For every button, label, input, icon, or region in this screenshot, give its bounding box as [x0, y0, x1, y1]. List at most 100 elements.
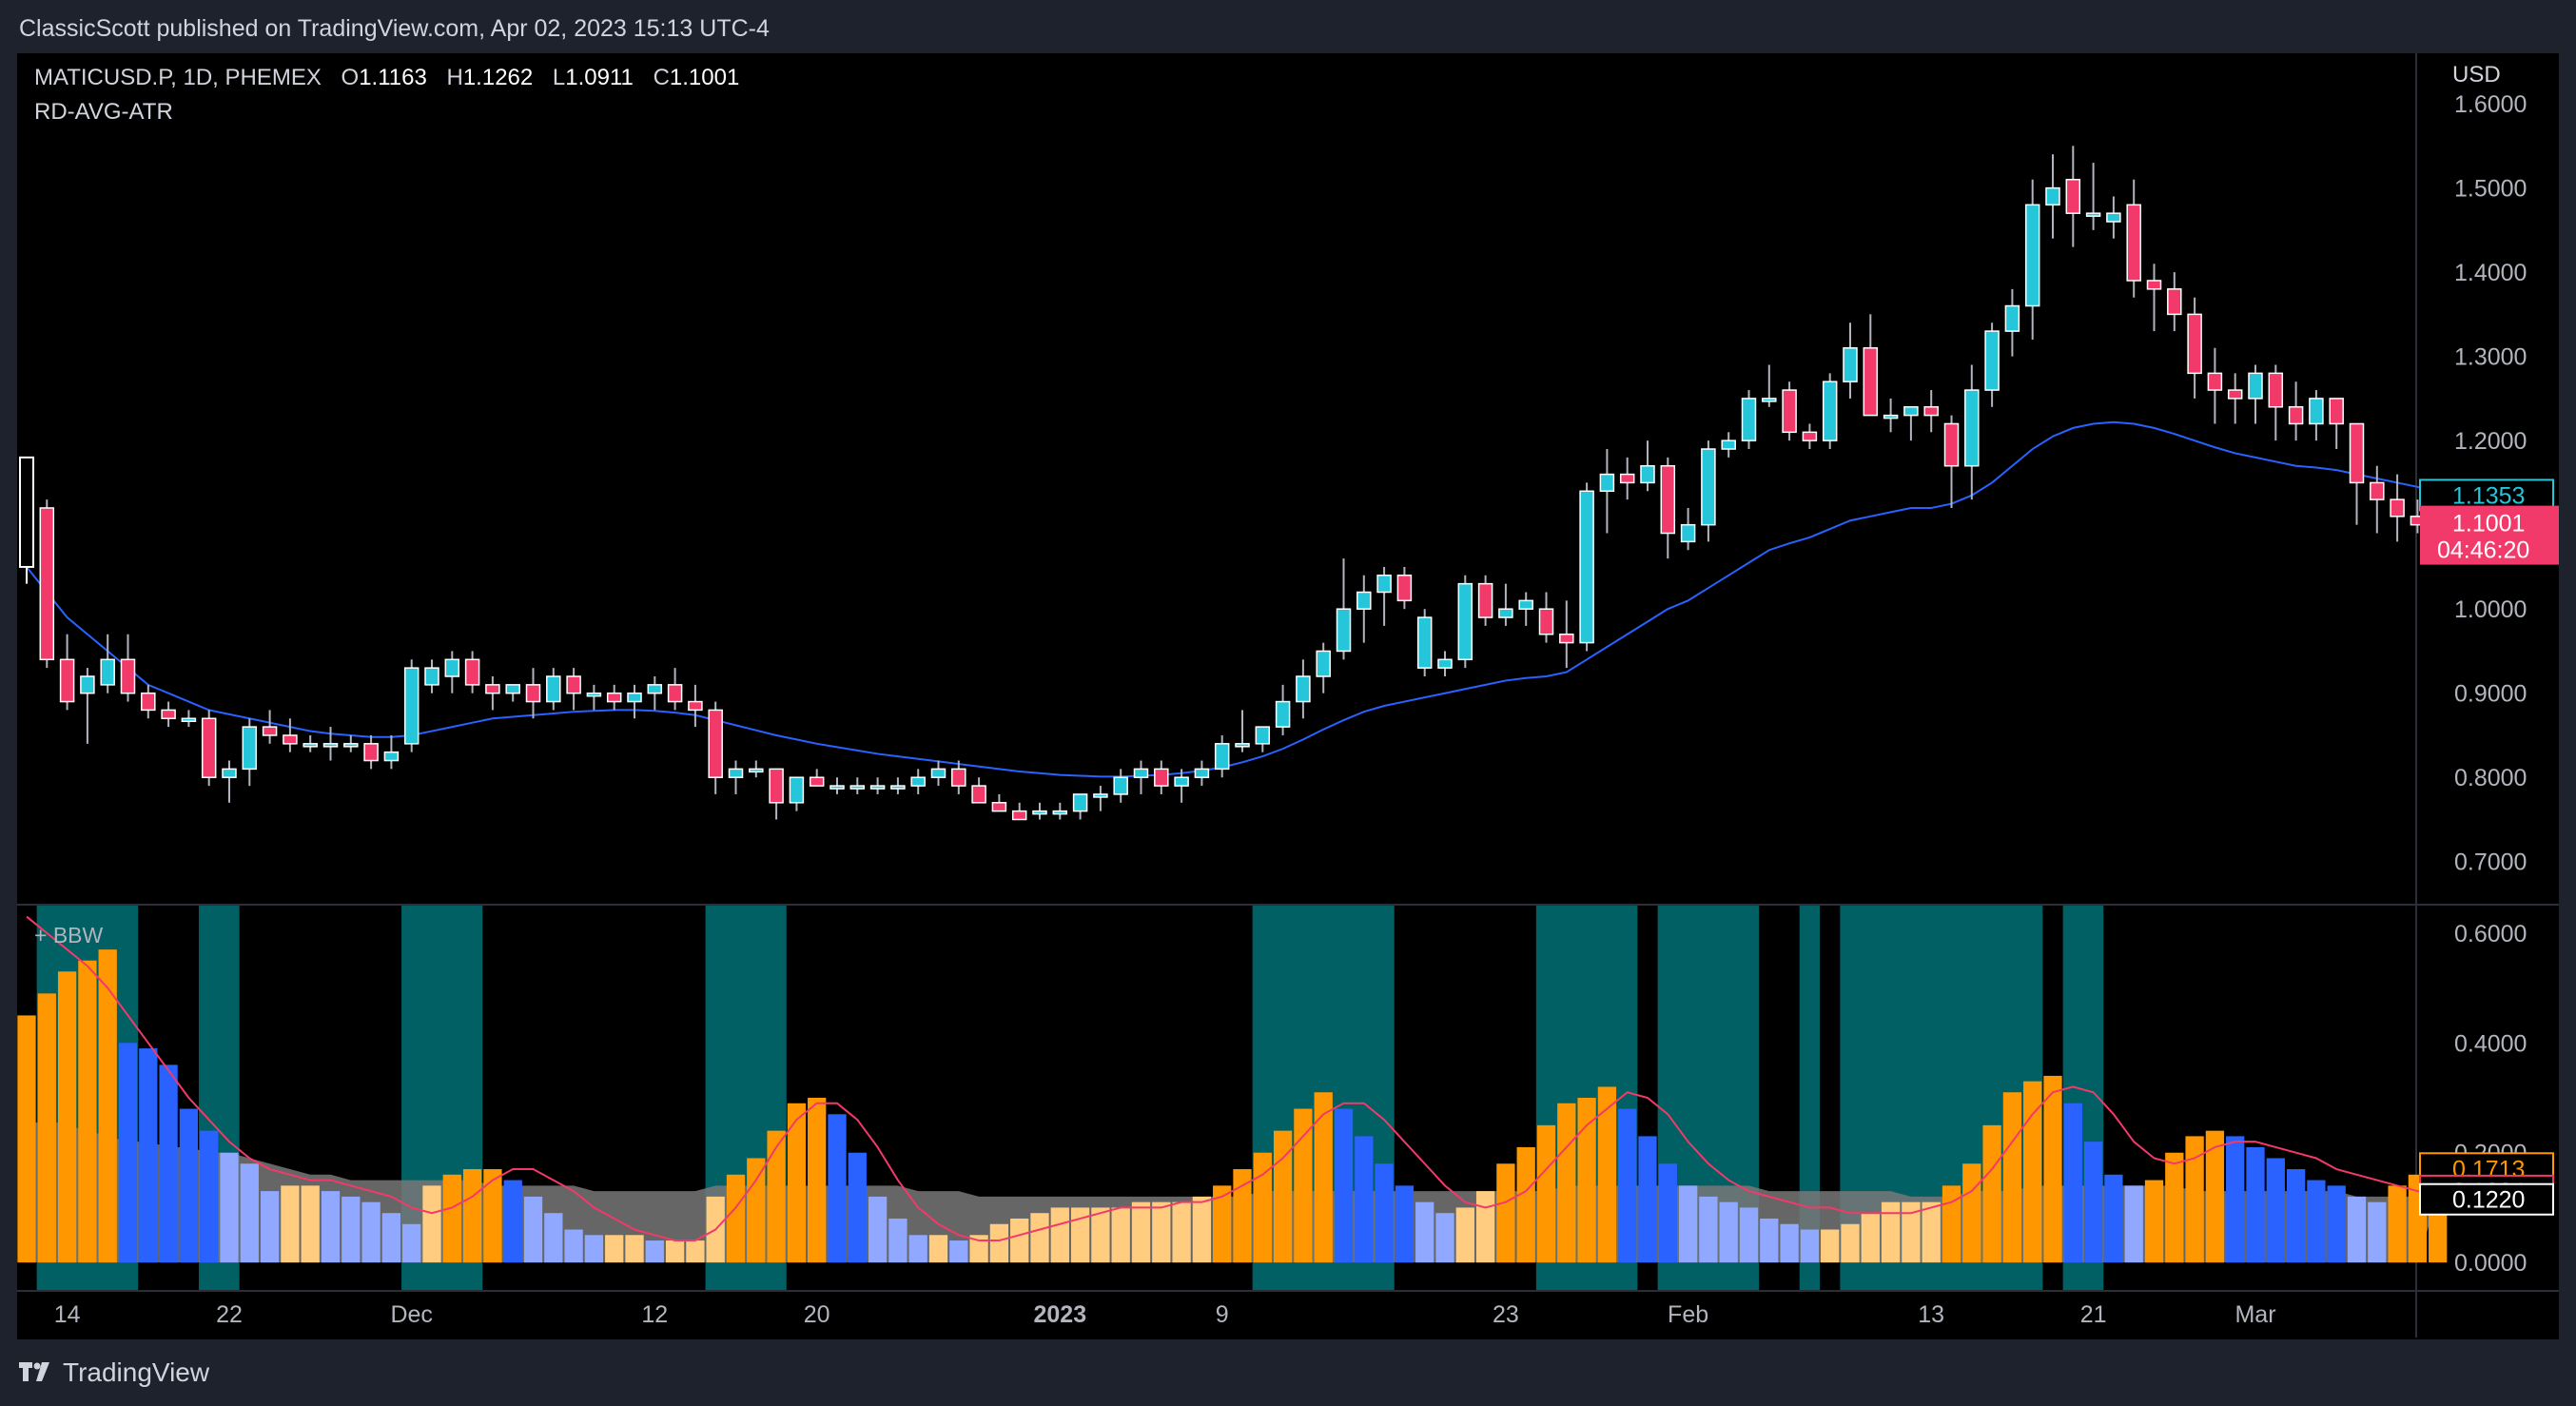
bbw-bar-82	[1678, 1185, 1698, 1263]
candle-38	[789, 776, 805, 811]
candle-body	[1498, 608, 1513, 618]
candle-79	[1619, 457, 1635, 500]
bbw-bar-67	[1375, 1163, 1394, 1263]
candle-84	[1721, 432, 1736, 458]
candle-body	[39, 507, 55, 661]
candle-89	[1822, 373, 1838, 450]
candle-body	[525, 684, 541, 703]
bbw-bar-113	[2307, 1180, 2326, 1263]
close-label: C	[653, 65, 670, 90]
candle-43	[890, 777, 906, 794]
candle-body	[363, 743, 379, 762]
chart-svg[interactable]: USD1.60001.50001.40001.30001.20001.10001…	[17, 53, 2559, 1339]
bbw-bar-8	[179, 1108, 199, 1263]
candle-body	[2288, 406, 2304, 425]
candle-61	[1255, 726, 1271, 752]
bbw-bar-87	[1780, 1223, 1799, 1263]
candle-28	[586, 684, 602, 711]
candle-body	[1275, 700, 1291, 728]
candle-body	[1113, 776, 1128, 795]
candle-body	[1843, 347, 1858, 382]
candle-body	[1477, 582, 1493, 618]
candle-body	[1437, 658, 1453, 669]
candle-29	[606, 684, 622, 711]
candle-74	[1518, 592, 1533, 626]
candle-68	[1396, 566, 1413, 610]
bbw-bar-53	[1091, 1207, 1110, 1263]
candle-body	[2309, 398, 2324, 425]
candle-97	[1984, 322, 2000, 407]
candle-body	[930, 768, 946, 778]
price-tick-label: 1.3000	[2454, 344, 2527, 371]
candle-55	[1133, 760, 1149, 794]
bbw-bar-55	[1131, 1201, 1151, 1263]
candle-body	[1093, 793, 1108, 798]
bbw-bar-18	[381, 1213, 401, 1263]
low-label: L	[552, 65, 566, 90]
time-tick-label: 20	[804, 1301, 830, 1328]
candle-44	[910, 769, 926, 794]
candle-30	[627, 684, 642, 719]
bbw-bars	[17, 949, 2448, 1263]
candle-body	[2004, 304, 2020, 332]
candle-18	[383, 734, 400, 770]
candle-body	[2349, 422, 2365, 484]
candle-body	[890, 785, 906, 790]
candle-91	[1863, 314, 1879, 417]
time-tick-label: Mar	[2234, 1301, 2275, 1328]
candle-3	[80, 668, 95, 744]
bbw-bar-116	[2368, 1201, 2387, 1263]
chart-frame[interactable]: USD1.60001.50001.40001.30001.20001.10001…	[17, 53, 2559, 1339]
candle-75	[1538, 592, 1554, 643]
time-tick-label: Dec	[390, 1301, 432, 1328]
candle-body	[606, 692, 622, 703]
bbw-bar-0	[17, 1015, 36, 1263]
candle-57	[1174, 769, 1189, 803]
price-tick-label: 0.7000	[2454, 849, 2527, 876]
candle-body	[485, 684, 500, 694]
bbw-bar-111	[2266, 1158, 2285, 1263]
bbw-bar-6	[139, 1048, 158, 1263]
candle-93	[1903, 406, 1919, 441]
candle-40	[829, 777, 845, 794]
candle-body	[424, 667, 439, 686]
time-tick-label: 2023	[1033, 1301, 1086, 1328]
candle-body	[829, 785, 845, 790]
candle-body	[869, 785, 886, 790]
bbw-bar-21	[442, 1174, 461, 1263]
bbw-bar-33	[686, 1240, 705, 1263]
ma-value-text: 1.1353	[2452, 482, 2525, 509]
candle-114	[2329, 398, 2344, 450]
bbw-bar-39	[808, 1098, 827, 1263]
candle-94	[1923, 390, 1939, 433]
candle-54	[1113, 769, 1128, 803]
candle-20	[424, 659, 439, 693]
bbw-bar-29	[605, 1235, 624, 1263]
candle-body	[100, 658, 115, 686]
bbw-bar-117	[2388, 1185, 2407, 1263]
candle-117	[2390, 474, 2405, 542]
candle-103	[2106, 196, 2121, 239]
bbw-bar-48	[989, 1223, 1009, 1263]
candle-78	[1599, 449, 1615, 534]
candle-33	[688, 684, 703, 728]
candle-body	[2065, 179, 2081, 214]
indicator-main-label[interactable]: RD-AVG-ATR	[34, 99, 173, 125]
bbw-bar-109	[2226, 1136, 2245, 1263]
candle-body	[1538, 608, 1554, 635]
candle-body	[1721, 439, 1736, 450]
indicator-sub-label[interactable]: + BBW	[34, 923, 104, 947]
candle-39	[809, 769, 825, 787]
bbw-badge-2	[2419, 1182, 2554, 1216]
candle-0	[19, 456, 34, 584]
candle-body	[1396, 575, 1413, 602]
bbw-bar-35	[726, 1174, 746, 1263]
candle-body	[951, 768, 966, 787]
bbw-bar-28	[584, 1235, 604, 1263]
candle-98	[2004, 288, 2020, 357]
candle-111	[2268, 364, 2284, 441]
candle-82	[1680, 507, 1696, 551]
candle-12	[262, 710, 278, 744]
candle-body	[1640, 464, 1655, 484]
symbol-name: MATICUSD.P, 1D, PHEMEX	[34, 65, 322, 90]
